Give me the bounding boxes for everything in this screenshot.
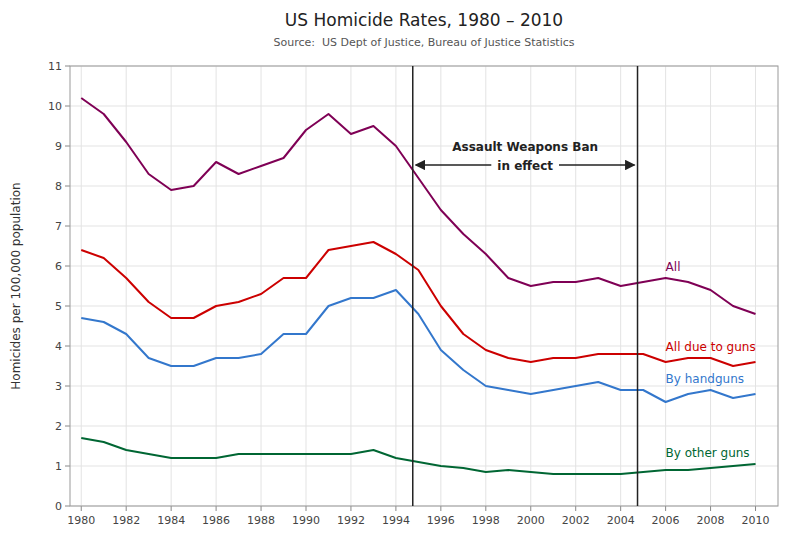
tick-label: 11: [48, 60, 62, 73]
series-label: By other guns: [666, 446, 750, 460]
tick-label: 1992: [337, 514, 365, 527]
tick: [350, 506, 351, 511]
tick-label: 1988: [247, 514, 275, 527]
series-group: [81, 66, 755, 506]
tick-label: 4: [55, 340, 62, 353]
tick: [485, 506, 486, 511]
tick: [65, 346, 70, 347]
tick: [65, 226, 70, 227]
tick: [65, 146, 70, 147]
tick: [65, 66, 70, 67]
line: [81, 242, 755, 366]
tick-label: 2: [55, 420, 62, 433]
tick: [65, 466, 70, 467]
tick-label: 10: [48, 100, 62, 113]
axes: 0 1 2 3 4 5 6 7 8 9 10 11 1980 1982 1984 1986 1988 1990 19…: [48, 60, 778, 527]
axis-label: Homicides per 100,000 population: [9, 182, 23, 389]
tick-label: 5: [55, 300, 62, 313]
annotation-text: Assault Weapons Ban: [452, 140, 598, 154]
tick-label: 2008: [697, 514, 725, 527]
grid-line: [70, 226, 778, 227]
grid-line: [395, 66, 396, 506]
tick-label: 1998: [472, 514, 500, 527]
grid-line: [710, 66, 711, 506]
line: [81, 438, 755, 474]
tick-label: 1994: [382, 514, 410, 527]
grid-line: [665, 66, 666, 506]
grid-line: [70, 426, 778, 427]
tick-label: 9: [55, 140, 62, 153]
grid-line: [755, 66, 756, 506]
tick: [755, 506, 756, 511]
plot-frame: [70, 66, 778, 506]
tick-label: 1: [55, 460, 62, 473]
tick-label: 1990: [292, 514, 320, 527]
tick: [65, 186, 70, 187]
grid-line: [261, 66, 262, 506]
series-label: All: [666, 260, 681, 274]
series-label: By handguns: [666, 372, 744, 386]
tick: [65, 306, 70, 307]
grid-line: [485, 66, 486, 506]
grid-line: [81, 66, 82, 506]
tick-label: 2000: [517, 514, 545, 527]
subtitle: Source: US Dept of Justice, Bureau of Ju…: [273, 36, 574, 49]
grid-line: [70, 146, 778, 147]
grid-line: [575, 66, 576, 506]
tick: [306, 506, 307, 511]
grid: [70, 66, 778, 506]
tick-label: 7: [55, 220, 62, 233]
grid-line: [70, 306, 778, 307]
arrow: [416, 164, 492, 166]
tick-label: 1980: [67, 514, 95, 527]
tick: [575, 506, 576, 511]
tick: [126, 506, 127, 511]
chart: US Homicide Rates, 1980 – 2010 Source: US…: [0, 0, 800, 550]
tick: [440, 506, 441, 511]
line: [81, 98, 755, 314]
reference-line: [412, 66, 414, 506]
tick-label: 3: [55, 380, 62, 393]
annotation: Assault Weapons Ban in effect: [416, 140, 635, 173]
tick: [665, 506, 666, 511]
tick-label: 2002: [562, 514, 590, 527]
tick: [710, 506, 711, 511]
tick-label: 2004: [607, 514, 635, 527]
tick: [620, 506, 621, 511]
tick-label: 2006: [652, 514, 680, 527]
tick-label: 8: [55, 180, 62, 193]
tick: [216, 506, 217, 511]
tick: [65, 106, 70, 107]
tick-label: 1982: [112, 514, 140, 527]
grid-line: [70, 466, 778, 467]
title: US Homicide Rates, 1980 – 2010: [285, 10, 563, 30]
tick: [65, 506, 70, 507]
series-label: All due to guns: [666, 340, 756, 354]
grid-line: [126, 66, 127, 506]
grid-line: [350, 66, 351, 506]
tick-label: 0: [55, 500, 62, 513]
tick-label: 2010: [742, 514, 770, 527]
grid-line: [171, 66, 172, 506]
tick-label: 6: [55, 260, 62, 273]
tick: [395, 506, 396, 511]
tick: [81, 506, 82, 511]
series-labels: All All due to guns By handguns By other gu…: [666, 260, 756, 460]
tick: [171, 506, 172, 511]
grid-line: [216, 66, 217, 506]
reference-line: [637, 66, 639, 506]
tick: [530, 506, 531, 511]
tick: [65, 426, 70, 427]
tick-label: 1986: [202, 514, 230, 527]
tick: [65, 386, 70, 387]
line: [81, 290, 755, 402]
grid-line: [70, 106, 778, 107]
tick: [261, 506, 262, 511]
tick-label: 1984: [157, 514, 185, 527]
tick: [65, 266, 70, 267]
arrow: [559, 164, 635, 166]
grid-line: [440, 66, 441, 506]
annotation-text: in effect: [497, 159, 553, 173]
tick-label: 1996: [427, 514, 455, 527]
